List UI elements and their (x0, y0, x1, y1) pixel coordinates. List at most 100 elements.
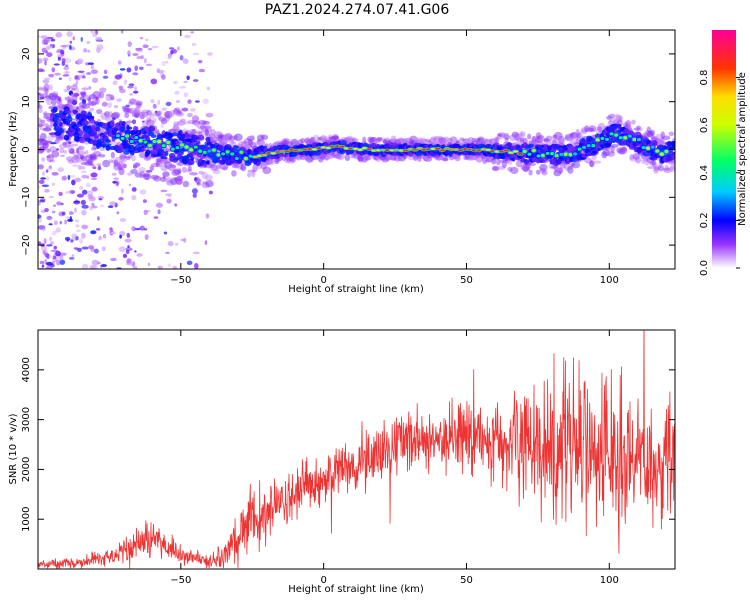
spectrogram-cell (51, 91, 59, 96)
spectrogram-cell (80, 199, 87, 206)
spectrogram-cell (186, 260, 193, 266)
spectrogram-cell (112, 180, 117, 184)
spectrogram-cell (179, 54, 184, 61)
spectrogram-cell (354, 138, 359, 142)
spectrogram-cell (68, 76, 72, 82)
snr-y-tick-label: 3000 (21, 407, 32, 432)
spectrogram-cell (97, 154, 106, 158)
spectrogram-cell (42, 57, 49, 62)
spectrogram-cell (252, 155, 258, 158)
spectrogram-cell (231, 170, 237, 177)
spectrogram-cell (77, 150, 87, 156)
spectrogram-cell (70, 239, 74, 243)
spectrogram-cell (204, 240, 208, 245)
spectrogram-cell (145, 38, 149, 42)
spectrogram-cell (122, 253, 128, 258)
spectrogram-cell (151, 45, 159, 49)
spectrogram-cell (78, 129, 83, 137)
spectrogram-cell (192, 79, 199, 82)
spectrogram-cell (166, 198, 172, 204)
spectrogram-cell (641, 146, 646, 150)
spectrogram-cell (589, 160, 594, 167)
spectrogram-cell (90, 69, 98, 75)
spectrogram-cell (672, 153, 675, 160)
spectrogram-cell (274, 160, 280, 164)
spectrogram-cell (96, 163, 102, 167)
spectrogram-cell (137, 100, 144, 105)
spectrogram-cell (155, 202, 163, 208)
spectrogram-cell (55, 148, 60, 151)
spectrogram-cell (74, 177, 82, 183)
spectrogram-cell (216, 164, 221, 170)
spectrogram-cell (41, 47, 47, 53)
spectrogram-cell (52, 106, 58, 113)
spectrogram-cell (81, 209, 87, 216)
spectrogram-cell (184, 34, 191, 39)
spectrogram-cell (46, 244, 53, 247)
spectrogram-cell (121, 121, 126, 126)
spectrogram-cell (184, 145, 189, 149)
spectrogram-cell (597, 147, 602, 152)
spectrogram-cell (230, 141, 237, 145)
spectrogram-cell (194, 100, 200, 103)
spectrogram-cell (175, 145, 180, 150)
spectrogram-cell (163, 231, 168, 235)
spectrogram-cell (120, 136, 125, 141)
spectrogram-cell (40, 245, 48, 252)
spectrogram-cell (669, 146, 675, 150)
snr-x-axis-label: Height of straight line (km) (288, 584, 424, 595)
spectrogram-cell (139, 151, 145, 159)
spectrogram-y-tick-label: 10 (21, 95, 32, 108)
spectrogram-cell (567, 144, 574, 149)
spectrogram-cell (167, 241, 174, 247)
spectrogram-cell (449, 136, 458, 142)
spectrogram-cell (192, 52, 200, 56)
spectrogram-cell (88, 86, 92, 90)
spectrogram-cell (575, 132, 583, 140)
spectrogram-cell (41, 228, 46, 231)
spectrogram-cell (144, 234, 149, 240)
spectrogram-cell (635, 156, 642, 164)
spectrogram-cell (123, 79, 127, 85)
spectrogram-cell (103, 69, 108, 74)
spectrogram-cell (69, 40, 73, 44)
spectrogram-cell (126, 172, 133, 176)
spectrogram-cell (44, 252, 50, 258)
spectrogram-cell (167, 133, 174, 139)
spectrogram-cell (142, 44, 149, 49)
spectrogram-cell (128, 183, 132, 187)
spectrogram-cell (115, 134, 120, 138)
spectrogram-cell (142, 172, 152, 181)
spectrogram-cell (150, 99, 155, 104)
spectrogram-cell (38, 201, 41, 206)
spectrogram-cell (66, 121, 70, 126)
spectrogram-cell (39, 197, 46, 202)
spectrogram-cell (60, 154, 65, 157)
spectrogram-cell (119, 218, 127, 222)
spectrogram-cell (124, 112, 130, 119)
spectrogram-cell (110, 231, 117, 235)
spectrogram-cell (114, 74, 122, 80)
spectrogram-cell (90, 64, 94, 70)
spectrogram-cell (183, 80, 188, 83)
spectrogram-cell (300, 137, 306, 144)
spectrogram-cell (92, 33, 97, 38)
spectrogram-cell (71, 140, 75, 143)
spectrogram-cell (96, 44, 104, 51)
spectrogram-cell (63, 134, 70, 141)
spectrogram-cell (216, 153, 221, 157)
spectrogram-cell (164, 193, 172, 196)
spectrogram-cell (57, 118, 62, 123)
figure-title: PAZ1.2024.274.07.41.G06 (265, 2, 450, 18)
spectrogram-cell (240, 163, 247, 172)
spectrogram-cell (142, 199, 147, 203)
spectrogram-cell (38, 127, 40, 136)
spectrogram-cell (439, 149, 446, 152)
spectrogram-cell (85, 182, 92, 188)
spectrogram-cell (86, 41, 91, 44)
spectrogram-x-tick-label: −50 (170, 275, 191, 286)
spectrogram-cell (198, 149, 203, 153)
spectrogram-cell (139, 189, 147, 195)
spectrogram-cell (503, 149, 510, 152)
spectrogram-cell (233, 133, 243, 142)
